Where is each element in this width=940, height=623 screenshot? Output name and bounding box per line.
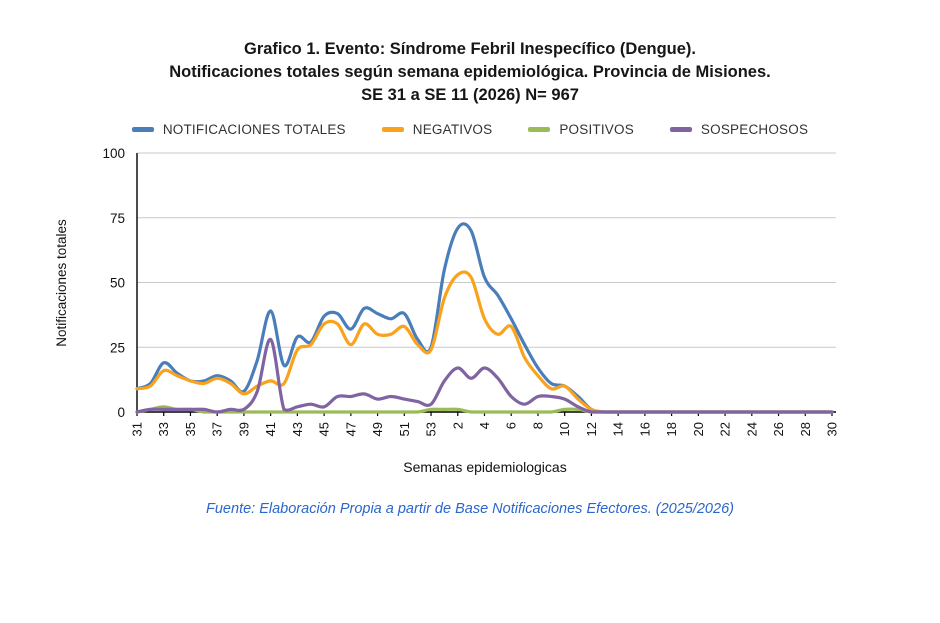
legend-label: NOTIFICACIONES TOTALES — [162, 122, 346, 137]
x-tick-label-28: 28 — [798, 422, 813, 436]
x-tick-label-39: 39 — [236, 422, 251, 436]
x-tick-label-2: 2 — [450, 422, 465, 429]
chart-legend: NOTIFICACIONES TOTALES NEGATIVOS POSITIVOS… — [0, 122, 940, 137]
legend-swatch-sospechosos — [669, 127, 692, 132]
chart-title-line-1: Grafico 1. Evento: Síndrome Febril Inesp… — [243, 40, 696, 58]
series-line-negativos — [135, 270, 834, 414]
x-tick-label-51: 51 — [397, 422, 412, 436]
source-note: Fuente: Elaboración Propia a partir de B… — [206, 501, 734, 517]
y-tick-label-50: 50 — [110, 276, 125, 291]
x-tick-label-22: 22 — [718, 422, 733, 436]
y-axis-title: Notificaciones totales — [54, 219, 69, 347]
x-tick-label-26: 26 — [771, 422, 786, 436]
y-tick-label-75: 75 — [110, 211, 125, 226]
x-axis-title: Semanas epidemiologicas — [403, 459, 567, 475]
x-tick-label-33: 33 — [156, 422, 171, 436]
x-tick-label-43: 43 — [290, 422, 305, 436]
x-tick-label-30: 30 — [825, 422, 840, 436]
x-tick-label-6: 6 — [504, 422, 519, 429]
x-tick-label-35: 35 — [183, 422, 198, 436]
x-tick-label-14: 14 — [611, 422, 626, 436]
x-tick-label-10: 10 — [557, 422, 572, 436]
x-tick-label-20: 20 — [691, 422, 706, 436]
x-tick-label-31: 31 — [130, 422, 145, 436]
legend-label: SOSPECHOSOS — [700, 122, 809, 137]
x-tick-label-49: 49 — [370, 422, 385, 436]
chart-title-line-3: SE 31 a SE 11 (2026) N= 967 — [361, 86, 579, 104]
x-tick-label-18: 18 — [664, 422, 679, 436]
y-tick-label-100: 100 — [102, 146, 125, 161]
x-tick-label-4: 4 — [477, 422, 492, 429]
legend-item-negativos: NEGATIVOS — [381, 122, 493, 137]
x-tick-label-53: 53 — [424, 422, 439, 436]
legend-swatch-notificaciones-totales — [131, 127, 154, 132]
chart-title: Grafico 1. Evento: Síndrome Febril Inesp… — [0, 38, 940, 107]
legend-swatch-negativos — [381, 127, 404, 132]
legend-item-positivos: POSITIVOS — [528, 122, 634, 137]
x-tick-label-41: 41 — [263, 422, 278, 436]
x-tick-label-16: 16 — [637, 422, 652, 436]
x-tick-label-24: 24 — [744, 422, 759, 436]
y-tick-label-0: 0 — [117, 405, 125, 420]
legend-swatch-positivos — [528, 127, 551, 132]
series-line-sospechosos — [135, 337, 834, 414]
y-tick-label-25: 25 — [110, 340, 125, 355]
legend-label: POSITIVOS — [559, 122, 634, 137]
x-tick-label-47: 47 — [343, 422, 358, 436]
x-tick-label-8: 8 — [530, 422, 545, 429]
legend-item-notificaciones-totales: NOTIFICACIONES TOTALES — [131, 122, 346, 137]
x-tick-label-45: 45 — [317, 422, 332, 436]
x-tick-label-37: 37 — [210, 422, 225, 436]
chart-title-line-2: Notificaciones totales según semana epid… — [169, 63, 771, 81]
x-tick-label-12: 12 — [584, 422, 599, 436]
legend-label: NEGATIVOS — [412, 122, 493, 137]
legend-item-sospechosos: SOSPECHOSOS — [669, 122, 809, 137]
